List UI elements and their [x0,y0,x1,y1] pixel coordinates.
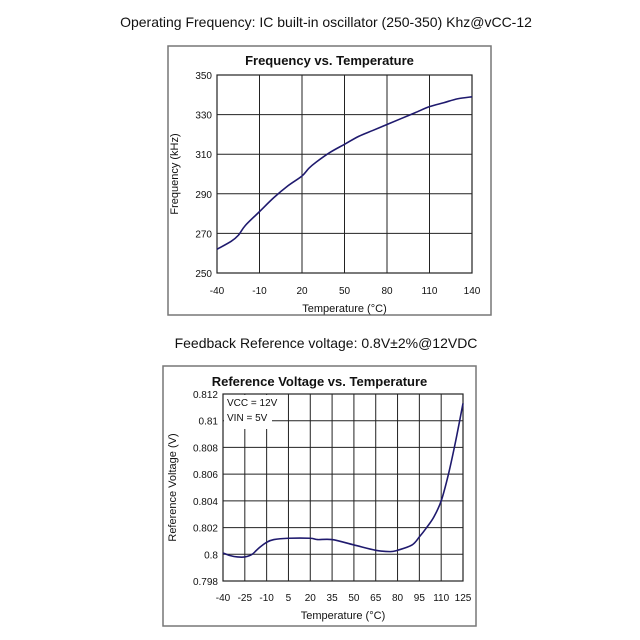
y-tick-label: 0.81 [199,417,219,428]
y-tick-label: 310 [195,150,212,161]
x-tick-label: 95 [414,593,426,604]
top-caption: Operating Frequency: IC built-in oscilla… [120,14,532,30]
plot-area [216,74,473,274]
x-tick-label: 50 [339,286,351,297]
chart-frame [162,365,477,627]
x-tick-label: -40 [210,286,225,297]
y-tick-label: 270 [195,229,212,240]
x-tick-label: 35 [327,593,339,604]
y-tick-label: 250 [195,269,212,280]
x-tick-label: -40 [216,593,231,604]
x-tick-label: -10 [252,286,267,297]
x-tick-label: 140 [464,286,481,297]
y-axis-label: Reference Voltage (V) [167,433,179,541]
x-tick-label: 110 [433,593,449,604]
chart-title: Frequency vs. Temperature [245,53,414,68]
x-tick-label: 80 [381,286,393,297]
chart-frame [167,45,492,316]
y-tick-label: 0.804 [193,497,218,508]
x-tick-label: 5 [286,593,292,604]
x-tick-label: 80 [392,593,404,604]
x-tick-label: 50 [348,593,360,604]
series-line [222,403,464,559]
y-tick-label: 0.798 [193,577,218,588]
y-tick-label: 0.8 [204,550,218,561]
y-tick-label: 350 [195,71,212,82]
x-tick-label: 110 [422,286,438,297]
y-tick-label: 0.808 [193,443,218,454]
x-tick-label: -10 [259,593,274,604]
bottom-caption: Feedback Reference voltage: 0.8V±2%@12VD… [174,335,478,351]
x-tick-label: 20 [305,593,317,604]
y-tick-label: 330 [195,111,212,122]
legend-box [224,395,272,429]
y-tick-label: 0.812 [193,390,218,401]
plot-area [222,393,464,582]
y-axis-label: Frequency (kHz) [169,133,181,214]
x-axis-label: Temperature (°C) [301,610,385,622]
x-axis-label: Temperature (°C) [302,303,386,315]
x-tick-label: -25 [238,593,253,604]
y-tick-label: 290 [195,190,212,201]
x-tick-label: 20 [296,286,308,297]
x-tick-label: 125 [455,593,472,604]
y-tick-label: 0.802 [193,524,218,535]
legend-text: VCC = 12V [227,398,278,409]
series-line [216,95,473,250]
x-tick-label: 65 [370,593,382,604]
y-tick-label: 0.806 [193,470,218,481]
chart-title: Reference Voltage vs. Temperature [212,374,428,389]
legend-text: VIN = 5V [227,413,268,424]
